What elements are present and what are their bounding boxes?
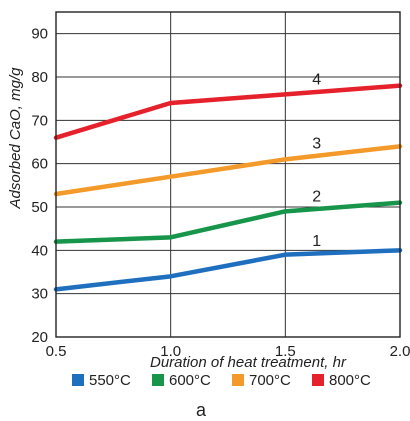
y-tick-label: 80 [31,69,48,86]
x-tick-label: 1.0 [160,343,181,360]
legend-swatch [72,374,84,386]
legend-swatch [232,374,244,386]
x-axis-label: Duration of heat treatment, hr [150,354,347,371]
x-tick-label: 2.0 [390,343,410,360]
legend-label: 600°C [169,372,211,389]
x-tick-label: 0.5 [46,343,67,360]
x-tick-label: 1.5 [275,343,296,360]
legend-label: 800°C [329,372,371,389]
series-lines [53,83,403,292]
series-line-1 [53,248,403,292]
series-line-3 [53,144,403,197]
y-tick-label: 20 [31,329,48,346]
series-line-2 [53,200,403,244]
legend-label: 700°C [249,372,291,389]
curve-label-3: 3 [312,136,321,153]
plot-frame [55,11,401,338]
y-axis-label: Adsorbed CaO, mg/g [7,67,24,210]
legend: 550°C 600°C 700°C 800°C [72,372,371,389]
x-tick-labels: 0.5 1.0 1.5 2.0 [46,343,410,360]
curve-label-1: 1 [312,233,321,250]
y-tick-label: 40 [31,242,48,259]
y-tick-label: 50 [31,199,48,216]
legend-swatch [312,374,324,386]
y-tick-labels: 20 30 40 50 60 70 80 90 [31,26,48,346]
y-tick-label: 30 [31,286,48,303]
curve-labels: 1 2 3 4 [312,72,321,250]
y-tick-label: 90 [31,26,48,43]
curve-label-4: 4 [312,72,321,89]
legend-label: 550°C [89,372,131,389]
legend-swatch [152,374,164,386]
grid [55,12,401,338]
y-tick-label: 70 [31,112,48,129]
y-tick-label: 60 [31,156,48,173]
panel-label: a [196,400,207,420]
series-line-4 [53,83,403,140]
curve-label-2: 2 [312,189,321,206]
